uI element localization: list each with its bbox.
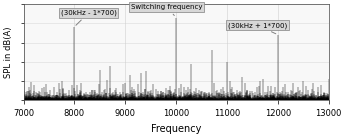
Text: (30kHz - 1*700): (30kHz - 1*700) bbox=[61, 10, 117, 25]
Text: (30kHz + 1*700): (30kHz + 1*700) bbox=[228, 22, 287, 34]
Y-axis label: SPL in dB(A): SPL in dB(A) bbox=[4, 26, 13, 78]
X-axis label: Frequency: Frequency bbox=[151, 124, 201, 134]
Text: Switching frequency: Switching frequency bbox=[131, 4, 203, 15]
